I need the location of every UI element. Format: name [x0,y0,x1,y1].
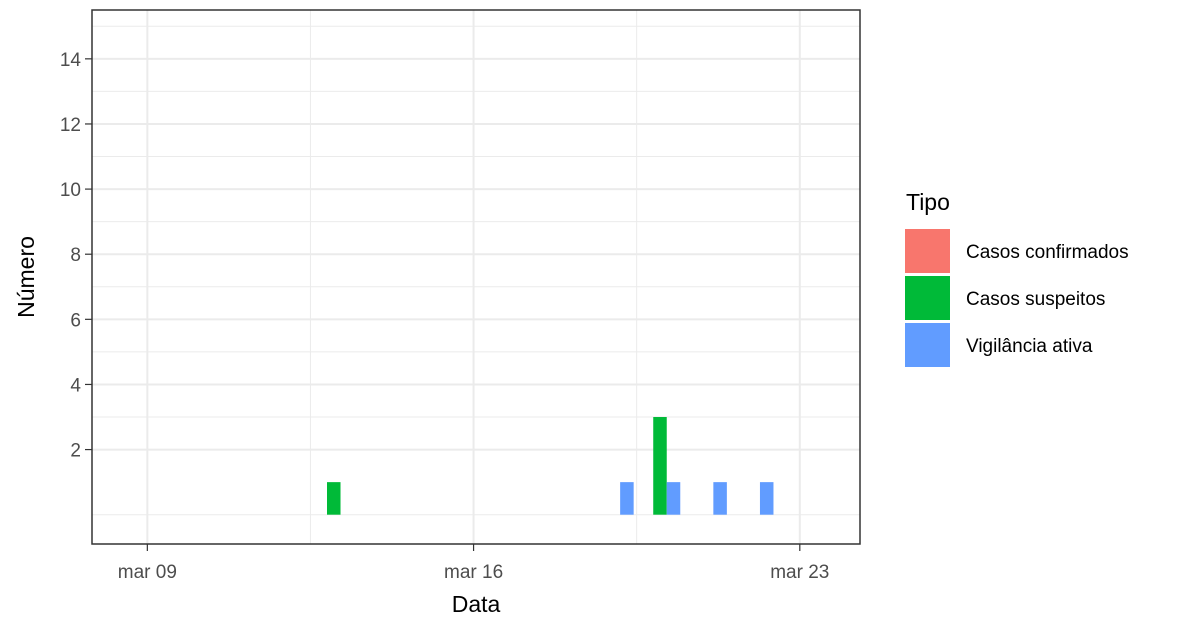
y-axis-title: Número [13,236,39,318]
panel-border [91,9,861,545]
x-axis-title: Data [452,591,501,617]
legend-swatch [905,229,950,273]
bar [666,482,681,515]
legend-swatch [905,323,950,367]
y-tick-label: 2 [70,441,81,462]
bar [327,482,341,515]
y-tick-label: 10 [60,180,81,201]
bar [620,482,634,515]
y-tick-label: 8 [70,245,81,266]
bars [327,417,774,515]
y-tick-label: 4 [70,375,81,396]
grid-minor [92,10,860,544]
legend-title: Tipo [906,189,950,215]
bar [713,482,727,515]
legend-swatch [905,276,950,320]
x-tick-label: mar 16 [444,562,503,583]
panel-background [92,10,860,544]
y-tick-label: 12 [60,115,81,136]
legend-label: Casos suspeitos [966,289,1105,310]
y-tick-label: 14 [60,50,82,71]
legend: Tipo Casos confirmados Casos suspeitos Vig… [905,189,1129,367]
x-tick-label: mar 23 [770,562,829,583]
x-axis: mar 09 mar 16 mar 23 [118,544,829,583]
y-tick-label: 6 [70,310,81,331]
y-axis: 2 4 6 8 10 12 14 [60,50,92,462]
bar [653,417,667,515]
x-tick-label: mar 09 [118,562,177,583]
legend-label: Vigilância ativa [966,336,1093,357]
legend-label: Casos confirmados [966,242,1129,263]
bar [759,482,774,515]
grid-major [92,10,860,544]
